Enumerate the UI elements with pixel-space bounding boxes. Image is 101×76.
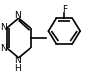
Text: N: N [0,23,7,32]
Text: F: F [62,5,67,14]
Text: H: H [14,64,21,73]
Text: N: N [14,56,21,65]
Text: N: N [0,44,7,53]
Text: N: N [14,11,21,20]
